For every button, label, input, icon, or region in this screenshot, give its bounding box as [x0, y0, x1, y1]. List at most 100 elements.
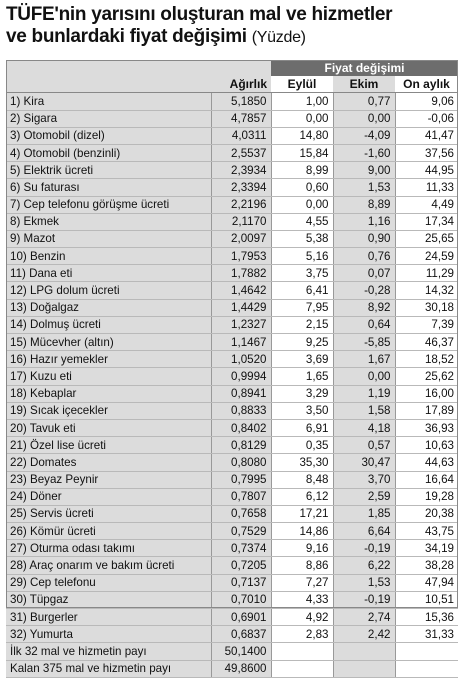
weight-cell: 0,7205 [210, 556, 272, 575]
page-title: TÜFE'nin yarısını oluşturan mal ve hizme… [6, 4, 393, 25]
october-cell: -4,09 [332, 127, 396, 145]
ten-month-cell: 34,19 [394, 539, 458, 558]
september-cell: 2,83 [271, 625, 333, 644]
ten-month-cell: 20,38 [394, 505, 458, 524]
weight-cell: 1,4642 [210, 281, 272, 300]
row-label: 22) Domates [6, 453, 211, 472]
september-cell: 3,50 [271, 402, 333, 420]
weight-cell: 1,0520 [210, 350, 272, 369]
october-cell: -0,19 [332, 591, 396, 610]
table-row: 1) Kira 5,1850 1,00 0,77 9,06 [6, 92, 458, 111]
row-label: 1) Kira [6, 92, 211, 111]
row-label: 15) Mücevher (altın) [6, 333, 211, 352]
group-header: Fiyat değişimi [271, 60, 458, 77]
table-row: 18) Kebaplar 0,8941 3,29 1,19 16,00 [6, 385, 458, 403]
october-cell: 8,92 [332, 299, 396, 317]
october-cell: -0,19 [332, 539, 396, 558]
september-cell: 9,16 [271, 539, 333, 558]
ten-month-cell: 16,64 [394, 471, 458, 489]
weight-cell: 0,7807 [210, 488, 272, 506]
table-row: 15) Mücevher (altın) 1,1467 9,25 -5,85 46,37 [6, 333, 458, 352]
weight-cell: 2,2196 [210, 196, 272, 214]
october-cell: 9,00 [332, 161, 396, 180]
table-row: 7) Cep telefonu görüşme ücreti 2,2196 0,00… [6, 196, 458, 214]
weight-cell: 1,1467 [210, 333, 272, 352]
september-cell: 35,30 [271, 453, 333, 472]
table-row: 10) Benzin 1,7953 5,16 0,76 24,59 [6, 247, 458, 266]
row-label: 20) Tavuk eti [6, 419, 211, 438]
row-label: 17) Kuzu eti [6, 367, 211, 386]
october-cell: 0,00 [332, 110, 396, 128]
table-row: 9) Mazot 2,0097 5,38 0,90 25,65 [6, 230, 458, 249]
row-label: 28) Araç onarım ve bakım ücreti [6, 556, 211, 575]
weight-cell: 0,7529 [210, 522, 272, 541]
weight-cell: 0,7995 [210, 471, 272, 489]
ten-month-cell: 18,52 [394, 350, 458, 369]
september-cell: 8,86 [271, 556, 333, 575]
subtitle-text: ve bunlardaki fiyat değişimi [6, 26, 247, 47]
ten-month-cell: 11,29 [394, 264, 458, 283]
september-cell: 0,35 [271, 436, 333, 455]
table-row: 21) Özel lise ücreti 0,8129 0,35 0,57 10,63 [6, 436, 458, 455]
october-cell: 2,74 [332, 608, 396, 627]
weight-cell: 4,7857 [210, 110, 272, 128]
september-cell: 15,84 [271, 144, 333, 163]
group-header-row: Fiyat değişimi [6, 60, 458, 77]
table-row: 8) Ekmek 2,1170 4,55 1,16 17,34 [6, 213, 458, 231]
ten-month-cell: 25,65 [394, 230, 458, 249]
ten-month-cell: 36,93 [394, 419, 458, 438]
unit-label: (Yüzde) [251, 29, 306, 46]
ten-month-cell: 19,28 [394, 488, 458, 506]
footer-empty-cell [332, 642, 396, 661]
table-row: 16) Hazır yemekler 1,0520 3,69 1,67 18,52 [6, 350, 458, 369]
table-row: 26) Kömür ücreti 0,7529 14,86 6,64 43,75 [6, 522, 458, 541]
footer-empty-cell [271, 642, 333, 661]
footer-label: Kalan 375 mal ve hizmetin payı [6, 660, 211, 678]
table-row: 23) Beyaz Peynir 0,7995 8,48 3,70 16,64 [6, 471, 458, 489]
column-header-row: Ağırlık Eylül Ekim On aylık [6, 76, 458, 94]
october-cell: 1,85 [332, 505, 396, 524]
row-label: 23) Beyaz Peynir [6, 471, 211, 489]
row-label: 3) Otomobil (dizel) [6, 127, 211, 145]
footer-row: İlk 32 mal ve hizmetin payı 50,1400 [6, 642, 458, 661]
september-cell: 4,33 [271, 591, 333, 610]
ten-month-cell: 4,49 [394, 196, 458, 214]
row-label: 14) Dolmuş ücreti [6, 316, 211, 335]
weight-cell: 0,7374 [210, 539, 272, 558]
weight-cell: 0,8129 [210, 436, 272, 455]
table-row: 28) Araç onarım ve bakım ücreti 0,7205 8,8… [6, 556, 458, 575]
footer-weight: 50,1400 [210, 642, 272, 661]
row-label: 27) Oturma odası takımı [6, 539, 211, 558]
row-label: 7) Cep telefonu görüşme ücreti [6, 196, 211, 214]
ten-month-cell: 11,33 [394, 178, 458, 197]
weight-cell: 1,4429 [210, 299, 272, 317]
october-cell: 0,64 [332, 316, 396, 335]
table-row: 6) Su faturası 2,3394 0,60 1,53 11,33 [6, 178, 458, 197]
october-cell: -1,60 [332, 144, 396, 163]
weight-cell: 0,8402 [210, 419, 272, 438]
column-header-weight: Ağırlık [211, 76, 271, 94]
ten-month-cell: 17,89 [394, 402, 458, 420]
column-header-october: Ekim [333, 76, 395, 94]
row-label: 24) Döner [6, 488, 211, 506]
table-row: 5) Elektrik ücreti 2,3934 8,99 9,00 44,95 [6, 161, 458, 180]
header-empty-cell [211, 60, 271, 77]
october-cell: 0,76 [332, 247, 396, 266]
weight-cell: 1,2327 [210, 316, 272, 335]
ten-month-cell: 7,39 [394, 316, 458, 335]
october-cell: 1,19 [332, 385, 396, 403]
table-row: 20) Tavuk eti 0,8402 6,91 4,18 36,93 [6, 419, 458, 438]
weight-cell: 0,7137 [210, 574, 272, 592]
september-cell: 6,91 [271, 419, 333, 438]
september-cell: 6,12 [271, 488, 333, 506]
september-cell: 5,16 [271, 247, 333, 266]
september-cell: 3,69 [271, 350, 333, 369]
october-cell: -5,85 [332, 333, 396, 352]
ten-month-cell: 31,33 [394, 625, 458, 644]
row-label: 25) Servis ücreti [6, 505, 211, 524]
row-label: 19) Sıcak içecekler [6, 402, 211, 420]
october-cell: 2,59 [332, 488, 396, 506]
september-cell: 0,00 [271, 110, 333, 128]
october-cell: 0,00 [332, 367, 396, 386]
table-row: 2) Sigara 4,7857 0,00 0,00 -0,06 [6, 110, 458, 128]
